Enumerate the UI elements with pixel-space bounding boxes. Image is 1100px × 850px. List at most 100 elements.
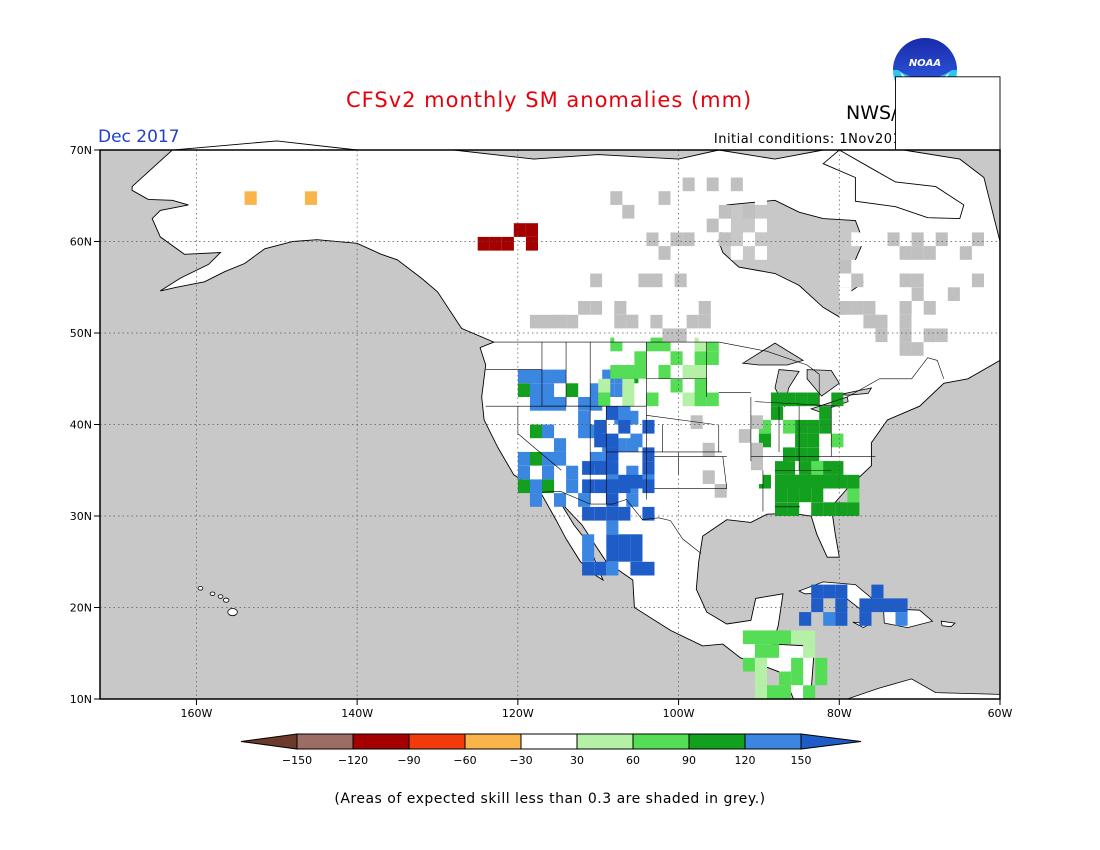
anomaly-cell (959, 246, 972, 260)
anomaly-cell (887, 259, 900, 274)
anomaly-cell (598, 378, 611, 393)
anomaly-cell (807, 419, 820, 434)
anomaly-cell (682, 191, 695, 205)
anomaly-cell (863, 328, 876, 343)
anomaly-cell (899, 328, 912, 343)
anomaly-cell (971, 342, 984, 356)
anomaly-cell (803, 644, 816, 658)
anomaly-cell (771, 406, 784, 420)
anomaly-cell (839, 342, 852, 356)
anomaly-cell (622, 218, 635, 233)
anomaly-cell (863, 287, 876, 301)
anomaly-cell (682, 204, 695, 219)
lat-tick-label: 50N (70, 327, 92, 340)
anomaly-cell (795, 419, 808, 434)
lat-tick-label: 60N (70, 236, 92, 249)
anomaly-cell (875, 287, 888, 301)
anomaly-cell (710, 328, 723, 343)
anomaly-cell (839, 273, 852, 288)
anomaly-cell (694, 365, 707, 379)
anomaly-cell (542, 465, 555, 480)
anomaly-cell (525, 223, 538, 237)
anomaly-cell (971, 273, 984, 288)
anomaly-cell (582, 534, 595, 548)
anomaly-cell (642, 461, 655, 475)
valid-month-label: Dec 2017 (98, 127, 180, 147)
anomaly-cell (646, 232, 659, 247)
anomaly-cell (718, 177, 731, 192)
anomaly-cell (566, 301, 579, 315)
lat-tick-label: 40N (70, 419, 92, 432)
anomaly-cell (292, 218, 305, 233)
anomaly-cell (642, 506, 655, 521)
anomaly-cell (911, 232, 924, 247)
anomaly-cell (807, 447, 820, 462)
anomaly-cell (754, 644, 767, 658)
anomaly-cell (738, 484, 751, 498)
anomaly-cell (839, 355, 852, 370)
anomaly-cell (799, 612, 812, 626)
anomaly-cell (754, 191, 767, 205)
state-border (517, 433, 562, 471)
us-canada-border (493, 341, 945, 407)
anomaly-cell (923, 301, 936, 315)
anomaly-cell (775, 461, 788, 475)
great-lake-0 (741, 342, 805, 366)
anomaly-cell (694, 351, 707, 365)
anomaly-cell (935, 328, 948, 343)
anomaly-cell (602, 273, 615, 288)
anomaly-cell (662, 287, 675, 301)
lon-tick-label: 100W (663, 707, 695, 720)
anomaly-cell (244, 218, 257, 233)
anomaly-cell (554, 273, 567, 288)
anomaly-cell (742, 204, 755, 219)
anomaly-cell (803, 685, 816, 699)
anomaly-cell (811, 461, 824, 475)
colorbar-segment (464, 733, 522, 750)
anomaly-cell (618, 548, 631, 562)
anomaly-cell (542, 287, 555, 301)
anomaly-cell (566, 465, 579, 480)
state-border (754, 401, 840, 407)
anomaly-cell (775, 502, 788, 516)
colorbar-label: 90 (682, 754, 696, 767)
anomaly-cell (895, 598, 908, 613)
lon-tick-label: 80W (827, 707, 852, 720)
anomaly-cell (542, 397, 555, 411)
anomaly-cell (887, 342, 900, 356)
anomaly-cell (566, 287, 579, 301)
anomaly-cell (606, 447, 619, 462)
anomaly-cell (875, 355, 888, 370)
anomaly-cell (606, 506, 619, 521)
anomaly-cell (783, 419, 796, 434)
anomaly-cell (742, 232, 755, 247)
anomaly-cell (578, 410, 591, 425)
lat-tick-label: 30N (70, 510, 92, 523)
anomaly-cell (811, 488, 824, 503)
anomaly-cell (566, 383, 579, 397)
anomaly-cell (811, 502, 824, 516)
anomaly-cell (823, 584, 836, 599)
hawaii-island-3 (209, 591, 216, 596)
anomaly-cell (280, 204, 293, 219)
anomaly-cell (835, 584, 848, 599)
anomaly-cell (787, 474, 800, 489)
anomaly-cell (702, 442, 715, 457)
anomaly-cell (674, 328, 687, 343)
anomaly-cell (690, 456, 703, 471)
anomaly-cell (787, 488, 800, 503)
anomaly-cell (634, 246, 647, 260)
political-borders (485, 341, 945, 554)
anomaly-cell (702, 484, 715, 498)
anomaly-cell (626, 328, 639, 343)
anomaly-cell (702, 470, 715, 484)
map-body (100, 76, 1001, 700)
anomaly-cell (658, 365, 671, 379)
anomaly-cell (698, 314, 711, 329)
anomaly-cell (529, 301, 542, 315)
anomaly-cell (220, 204, 233, 219)
anomaly-cell (750, 415, 763, 429)
anomaly-cell (895, 612, 908, 626)
anomaly-cell (730, 177, 743, 192)
anomaly-cell (598, 392, 611, 407)
